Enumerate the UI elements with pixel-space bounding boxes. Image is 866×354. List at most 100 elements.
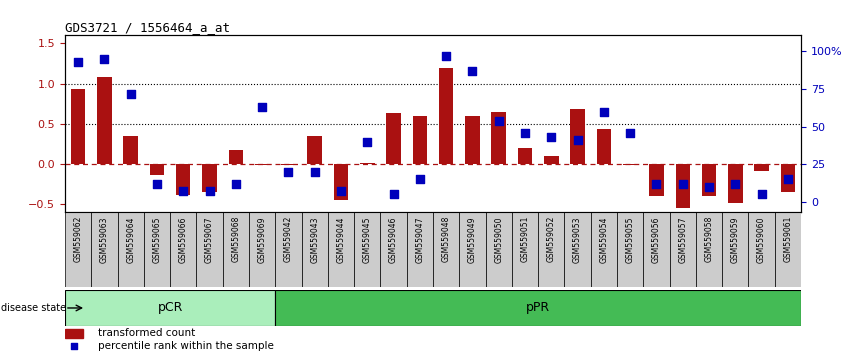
Text: GSM559059: GSM559059 [731, 216, 740, 263]
Text: transformed count: transformed count [98, 329, 196, 338]
Bar [360, 162, 374, 164]
Text: GSM559058: GSM559058 [705, 216, 714, 263]
Text: GSM559069: GSM559069 [257, 216, 267, 263]
Text: GSM559045: GSM559045 [363, 216, 372, 263]
Bar [728, 164, 742, 203]
Bar [71, 89, 86, 164]
Bar [465, 116, 480, 164]
Text: pCR: pCR [158, 302, 183, 314]
Point [124, 91, 138, 96]
Text: percentile rank within the sample: percentile rank within the sample [98, 341, 274, 351]
Bar [617, 212, 643, 287]
Bar [307, 136, 322, 164]
Text: GSM559062: GSM559062 [74, 216, 82, 263]
Text: disease state: disease state [1, 303, 66, 313]
Text: GSM559056: GSM559056 [652, 216, 661, 263]
Bar [512, 212, 538, 287]
Point [334, 188, 348, 194]
Point [281, 169, 295, 175]
Bar [118, 212, 144, 287]
Point [466, 68, 480, 74]
Bar [748, 212, 775, 287]
Bar [669, 212, 696, 287]
Text: GSM559049: GSM559049 [468, 216, 477, 263]
Text: GSM559060: GSM559060 [757, 216, 766, 263]
Bar [124, 136, 138, 164]
Bar [301, 212, 328, 287]
Bar [91, 212, 118, 287]
Text: GSM559048: GSM559048 [442, 216, 450, 263]
Bar [696, 212, 722, 287]
Bar [328, 212, 354, 287]
Point [545, 134, 559, 140]
Bar [65, 212, 91, 287]
Bar [203, 164, 216, 192]
Bar [229, 150, 243, 164]
Bar [65, 329, 83, 338]
Text: GSM559065: GSM559065 [152, 216, 161, 263]
Point [229, 181, 242, 187]
Point [413, 176, 427, 182]
Bar [255, 164, 269, 165]
Text: GSM559067: GSM559067 [205, 216, 214, 263]
Bar [486, 212, 512, 287]
Bar [565, 212, 591, 287]
Text: GDS3721 / 1556464_a_at: GDS3721 / 1556464_a_at [65, 21, 230, 34]
Point [624, 130, 637, 136]
Bar [722, 212, 748, 287]
Bar [518, 148, 533, 164]
Bar [275, 290, 801, 326]
Bar [281, 164, 295, 165]
Bar [197, 212, 223, 287]
Bar [623, 164, 637, 165]
Bar [643, 212, 669, 287]
Text: GSM559054: GSM559054 [599, 216, 609, 263]
Bar [354, 212, 380, 287]
Text: GSM559061: GSM559061 [784, 216, 792, 263]
Bar [754, 164, 769, 171]
Bar [176, 164, 191, 195]
Text: GSM559050: GSM559050 [494, 216, 503, 263]
Bar [275, 212, 301, 287]
Bar [544, 156, 559, 164]
Text: GSM559057: GSM559057 [678, 216, 688, 263]
Bar [407, 212, 433, 287]
Point [728, 181, 742, 187]
Bar [223, 212, 249, 287]
Point [150, 181, 164, 187]
Point [492, 118, 506, 124]
Text: GSM559066: GSM559066 [178, 216, 188, 263]
Bar [571, 109, 585, 164]
Text: GSM559055: GSM559055 [625, 216, 635, 263]
Bar [675, 164, 690, 209]
Bar [591, 212, 617, 287]
Point [255, 104, 269, 110]
Point [203, 188, 216, 194]
Text: GSM559046: GSM559046 [389, 216, 398, 263]
Text: GSM559063: GSM559063 [100, 216, 109, 263]
Text: GSM559068: GSM559068 [231, 216, 241, 263]
Bar [459, 212, 486, 287]
Bar [150, 164, 165, 175]
Point [177, 188, 191, 194]
Point [650, 181, 663, 187]
Text: GSM559053: GSM559053 [573, 216, 582, 263]
Point [386, 191, 400, 197]
Bar [492, 112, 506, 164]
Point [781, 176, 795, 182]
Bar [780, 164, 795, 192]
Point [571, 137, 585, 143]
Bar [433, 212, 459, 287]
Text: GSM559043: GSM559043 [310, 216, 320, 263]
Bar [65, 290, 275, 326]
Bar [701, 164, 716, 196]
Point [439, 53, 453, 59]
Bar [386, 113, 401, 164]
Bar [380, 212, 407, 287]
Bar [170, 212, 197, 287]
Text: GSM559052: GSM559052 [546, 216, 556, 263]
Bar [597, 129, 611, 164]
Bar [775, 212, 801, 287]
Bar [333, 164, 348, 200]
Point [360, 139, 374, 144]
